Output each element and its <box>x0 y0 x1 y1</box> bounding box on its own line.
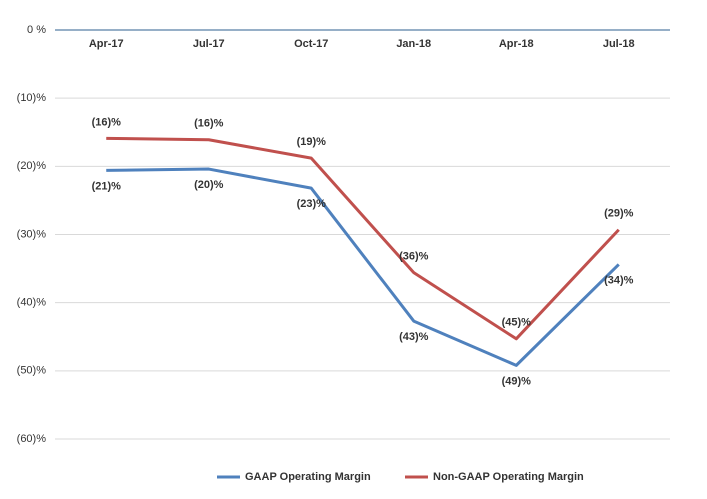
x-tick-label: Apr-17 <box>89 38 124 50</box>
y-tick-label: (50)% <box>17 365 47 377</box>
legend-label: Non-GAAP Operating Margin <box>433 471 584 483</box>
data-label: (16)% <box>194 118 224 130</box>
y-tick-label: (40)% <box>17 297 47 309</box>
data-label: (21)% <box>92 180 122 192</box>
data-label: (49)% <box>502 375 532 387</box>
data-label: (16)% <box>92 116 122 128</box>
data-label: (19)% <box>297 136 327 148</box>
data-label: (36)% <box>399 251 429 263</box>
data-label: (45)% <box>502 317 532 329</box>
data-label: (43)% <box>399 331 429 343</box>
x-tick-label: Jul-18 <box>603 38 635 50</box>
y-tick-label: (60)% <box>17 433 47 445</box>
legend-label: GAAP Operating Margin <box>245 471 371 483</box>
data-label: (29)% <box>604 208 634 220</box>
y-tick-label: 0 % <box>27 24 46 36</box>
data-label: (20)% <box>194 179 224 191</box>
x-tick-label: Jan-18 <box>396 38 431 50</box>
x-tick-label: Oct-17 <box>294 38 328 50</box>
x-tick-label: Apr-18 <box>499 38 534 50</box>
x-tick-label: Jul-17 <box>193 38 225 50</box>
y-tick-label: (30)% <box>17 228 47 240</box>
data-label: (34)% <box>604 274 634 286</box>
y-tick-label: (20)% <box>17 160 47 172</box>
y-tick-label: (10)% <box>17 92 47 104</box>
series-line <box>106 167 620 367</box>
data-label: (23)% <box>297 198 327 210</box>
series-line <box>106 136 620 341</box>
